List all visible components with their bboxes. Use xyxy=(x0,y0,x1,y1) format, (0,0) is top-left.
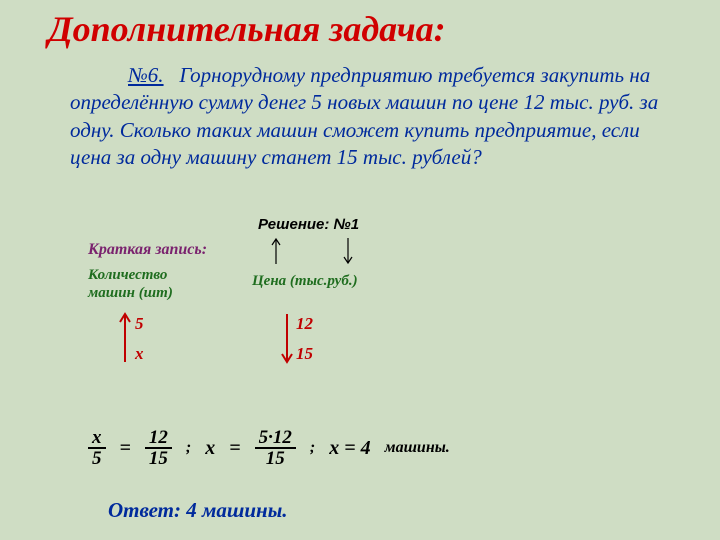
arrow-down-small xyxy=(342,236,354,266)
cell-qty-1: 5 xyxy=(135,314,144,334)
equals-1: = xyxy=(120,437,131,460)
problem-text: №6. Горнорудному предприятию требуется з… xyxy=(70,62,675,171)
arrow-up-small xyxy=(270,236,282,266)
equation-row: x 5 = 12 15 ; x = 5·12 15 ; x = 4 машины… xyxy=(88,416,450,480)
fraction-rhs1: 12 15 xyxy=(145,428,172,468)
col-header-price: Цена (тыс.руб.) xyxy=(252,272,358,290)
solution-label: Решение: №1 xyxy=(258,216,359,233)
lhs-num: x xyxy=(88,428,106,447)
rhs1-den: 15 xyxy=(145,449,172,468)
x-label-2: x xyxy=(205,437,215,460)
sep-2: ; xyxy=(310,439,315,457)
rhs2-den: 15 xyxy=(262,449,289,468)
cell-price-2: 15 xyxy=(296,344,313,364)
arrow-down-red xyxy=(280,310,294,366)
problem-number: №6. xyxy=(128,63,164,87)
cell-qty-2: x xyxy=(135,344,144,364)
answer-line: Ответ: 4 машины. xyxy=(108,498,288,523)
rhs2-num: 5·12 xyxy=(255,428,296,447)
equals-2: = xyxy=(229,437,240,460)
fraction-lhs: x 5 xyxy=(88,428,106,468)
fraction-rhs2: 5·12 15 xyxy=(255,428,296,468)
unit-word: машины. xyxy=(385,439,450,457)
page-title: Дополнительная задача: xyxy=(48,8,446,50)
rhs1-num: 12 xyxy=(145,428,172,447)
arrow-up-red xyxy=(118,310,132,366)
lhs-den: 5 xyxy=(88,449,106,468)
cell-price-1: 12 xyxy=(296,314,313,334)
col-header-quantity: Количество машин (шт) xyxy=(88,266,208,302)
sep-1: ; xyxy=(186,439,191,457)
result: x = 4 xyxy=(329,437,370,460)
brief-record-label: Краткая запись: xyxy=(88,241,207,259)
